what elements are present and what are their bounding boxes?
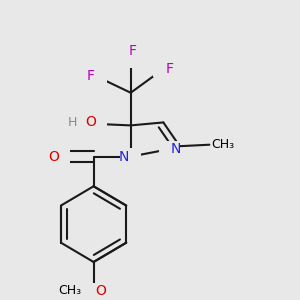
Text: O: O <box>86 116 97 129</box>
Bar <box>159 141 180 158</box>
Bar <box>153 61 174 77</box>
Bar <box>86 68 107 85</box>
Text: N: N <box>119 150 129 164</box>
Text: CH₃: CH₃ <box>58 284 82 297</box>
Bar <box>83 284 104 300</box>
Text: F: F <box>166 62 174 76</box>
Bar <box>120 148 141 165</box>
Text: O: O <box>49 150 59 164</box>
Text: F: F <box>86 69 94 83</box>
Text: F: F <box>128 44 136 58</box>
Bar <box>49 148 70 165</box>
Bar <box>86 116 107 132</box>
Text: H: H <box>68 116 77 129</box>
Text: CH₃: CH₃ <box>211 138 234 151</box>
Bar <box>120 52 141 68</box>
Text: O: O <box>95 284 106 298</box>
Text: N: N <box>171 142 181 156</box>
